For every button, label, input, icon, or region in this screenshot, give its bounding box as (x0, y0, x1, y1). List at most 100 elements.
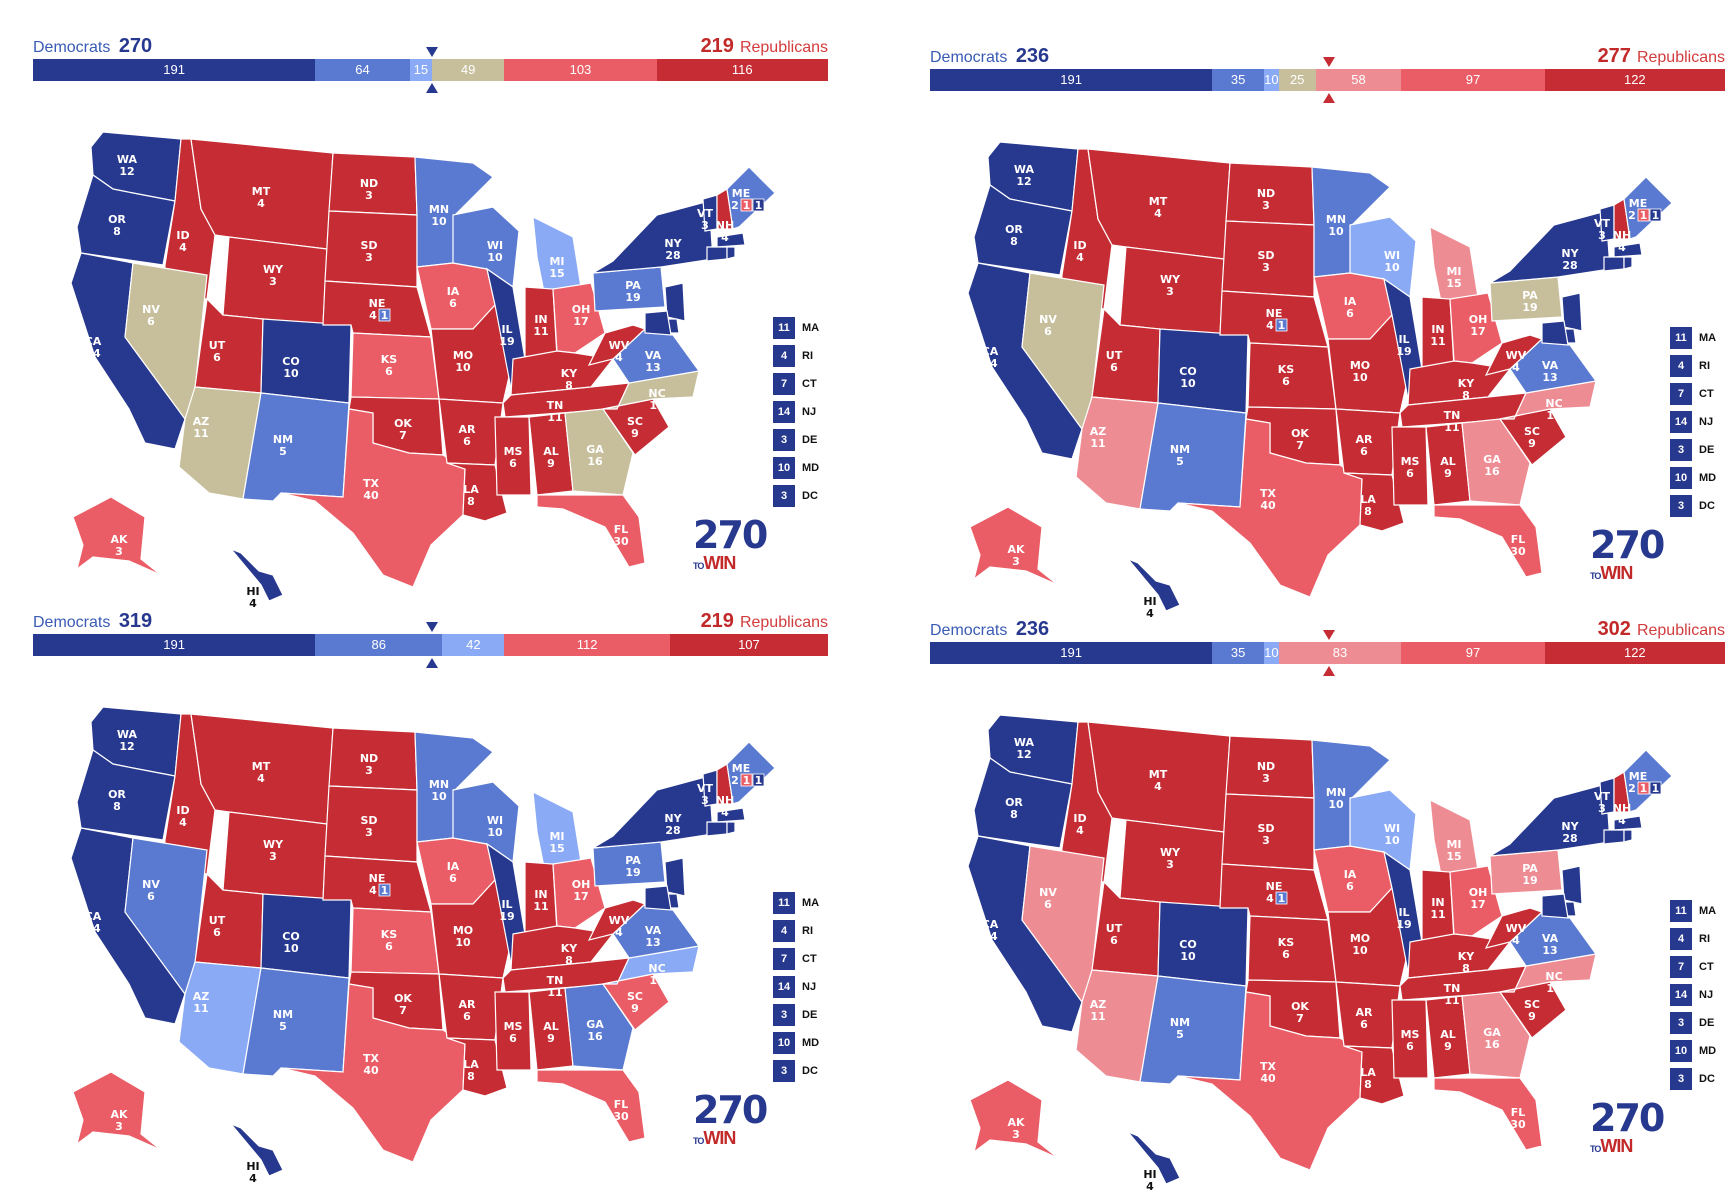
state-hi[interactable] (230, 548, 284, 602)
state-or[interactable] (76, 174, 176, 266)
small-state-ma[interactable]: 11 MA (1670, 898, 1725, 924)
state-ny[interactable] (1489, 210, 1611, 284)
small-state-ri[interactable]: 4 RI (1670, 926, 1725, 952)
small-state-dc[interactable]: 3 DC (1670, 493, 1725, 519)
state-nm[interactable] (1139, 975, 1247, 1085)
small-state-ri[interactable]: 4 RI (773, 343, 833, 369)
state-md[interactable] (1541, 320, 1569, 346)
state-md[interactable] (1541, 893, 1569, 919)
state-ak[interactable] (72, 1071, 162, 1151)
small-state-md[interactable]: 10 MD (773, 455, 833, 481)
state-tx[interactable] (280, 408, 466, 588)
small-state-dc[interactable]: 3 DC (1670, 1066, 1725, 1092)
state-ak[interactable] (72, 496, 162, 576)
state-ga[interactable] (1461, 991, 1531, 1079)
state-la[interactable] (1343, 472, 1405, 532)
small-state-md[interactable]: 10 MD (1670, 1038, 1725, 1064)
small-state-de[interactable]: 3 DE (773, 427, 833, 453)
state-wv[interactable] (1484, 334, 1544, 376)
small-state-de[interactable]: 3 DE (773, 1002, 833, 1028)
state-co[interactable] (1157, 328, 1249, 414)
small-state-md[interactable]: 10 MD (773, 1030, 833, 1056)
state-or[interactable] (973, 757, 1073, 849)
state-nm[interactable] (1139, 402, 1247, 512)
state-co[interactable] (260, 318, 352, 404)
small-state-nj[interactable]: 14 NJ (1670, 982, 1725, 1008)
small-state-ct[interactable]: 7 CT (773, 946, 833, 972)
state-tx[interactable] (1177, 418, 1363, 598)
state-md[interactable] (644, 310, 672, 336)
state-nm[interactable] (242, 967, 350, 1077)
state-tx[interactable] (280, 983, 466, 1163)
state-fl[interactable] (536, 1069, 646, 1143)
state-ri[interactable] (1623, 256, 1633, 270)
state-fl[interactable] (1433, 1077, 1543, 1151)
state-ri[interactable] (1623, 829, 1633, 843)
state-ks[interactable] (1247, 915, 1337, 983)
state-hi[interactable] (1127, 558, 1181, 612)
state-la[interactable] (1343, 1045, 1405, 1105)
state-ma[interactable] (1613, 815, 1643, 831)
small-state-dc[interactable]: 3 DC (773, 1058, 833, 1084)
small-state-md[interactable]: 10 MD (1670, 465, 1725, 491)
state-wv[interactable] (587, 899, 647, 941)
state-ms[interactable] (1391, 426, 1429, 506)
state-ma[interactable] (1613, 242, 1643, 258)
state-ms[interactable] (494, 416, 532, 496)
state-nm[interactable] (242, 392, 350, 502)
state-oh[interactable] (1449, 865, 1503, 937)
state-or[interactable] (973, 184, 1073, 276)
state-oh[interactable] (1449, 292, 1503, 364)
state-ms[interactable] (494, 991, 532, 1071)
state-oh[interactable] (552, 282, 606, 354)
small-state-ma[interactable]: 11 MA (773, 315, 833, 341)
small-state-ct[interactable]: 7 CT (1670, 381, 1725, 407)
state-fl[interactable] (1433, 504, 1543, 578)
state-ny[interactable] (592, 775, 714, 849)
state-ks[interactable] (1247, 342, 1337, 410)
state-ri[interactable] (726, 821, 736, 835)
state-ga[interactable] (564, 408, 634, 496)
state-nj[interactable] (664, 282, 686, 322)
state-la[interactable] (446, 1037, 508, 1097)
small-state-ri[interactable]: 4 RI (773, 918, 833, 944)
small-state-de[interactable]: 3 DE (1670, 437, 1725, 463)
state-ak[interactable] (969, 1079, 1059, 1159)
state-co[interactable] (1157, 901, 1249, 987)
state-ga[interactable] (1461, 418, 1531, 506)
state-ks[interactable] (350, 332, 440, 400)
state-tx[interactable] (1177, 991, 1363, 1171)
small-state-ma[interactable]: 11 MA (1670, 325, 1725, 351)
small-state-nj[interactable]: 14 NJ (773, 399, 833, 425)
state-ny[interactable] (1489, 783, 1611, 857)
state-oh[interactable] (552, 857, 606, 929)
state-wv[interactable] (1484, 907, 1544, 949)
state-ks[interactable] (350, 907, 440, 975)
state-nj[interactable] (1561, 865, 1583, 905)
state-fl[interactable] (536, 494, 646, 568)
state-nj[interactable] (664, 857, 686, 897)
state-ct[interactable] (706, 246, 728, 262)
state-ct[interactable] (1603, 829, 1625, 845)
small-state-dc[interactable]: 3 DC (773, 483, 833, 509)
small-state-nj[interactable]: 14 NJ (1670, 409, 1725, 435)
state-hi[interactable] (230, 1123, 284, 1177)
state-ny[interactable] (592, 200, 714, 274)
state-la[interactable] (446, 462, 508, 522)
state-wv[interactable] (587, 324, 647, 366)
state-hi[interactable] (1127, 1131, 1181, 1185)
state-nj[interactable] (1561, 292, 1583, 332)
small-state-ma[interactable]: 11 MA (773, 890, 833, 916)
state-ma[interactable] (716, 807, 746, 823)
small-state-de[interactable]: 3 DE (1670, 1010, 1725, 1036)
small-state-ct[interactable]: 7 CT (773, 371, 833, 397)
state-or[interactable] (76, 749, 176, 841)
state-md[interactable] (644, 885, 672, 911)
state-ct[interactable] (1603, 256, 1625, 272)
small-state-ct[interactable]: 7 CT (1670, 954, 1725, 980)
state-co[interactable] (260, 893, 352, 979)
state-ma[interactable] (716, 232, 746, 248)
state-ga[interactable] (564, 983, 634, 1071)
small-state-nj[interactable]: 14 NJ (773, 974, 833, 1000)
state-ct[interactable] (706, 821, 728, 837)
